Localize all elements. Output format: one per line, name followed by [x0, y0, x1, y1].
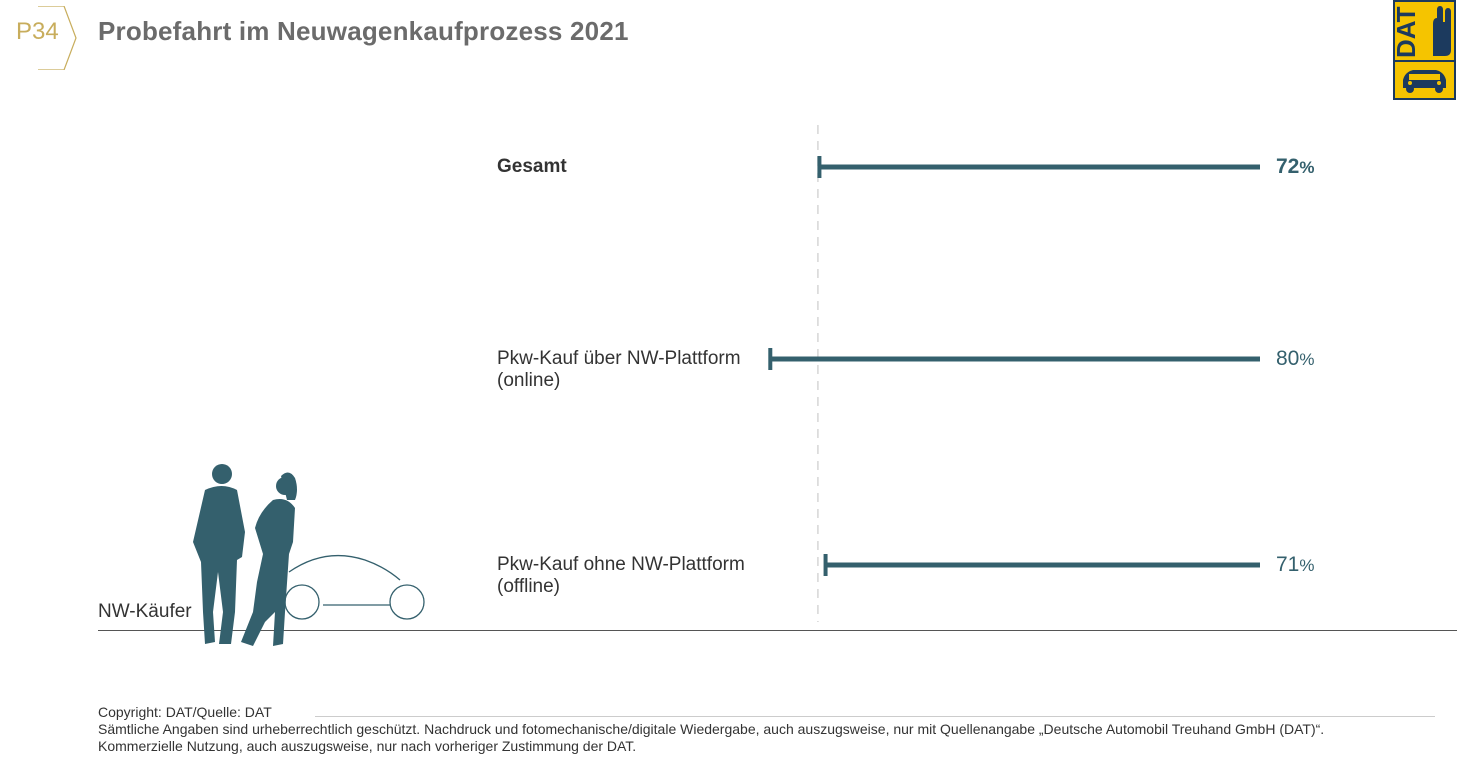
page-badge: [38, 6, 77, 70]
svg-text:DAT: DAT: [1393, 6, 1421, 58]
page-title: Probefahrt im Neuwagenkaufprozess 2021: [98, 16, 629, 46]
footer-rule: [315, 716, 1435, 717]
page-number: P34: [16, 18, 59, 45]
value-unit: %: [1299, 350, 1315, 369]
footer-copyright: Copyright: DAT/Quelle: DAT: [98, 704, 272, 720]
category-label-line: Gesamt: [497, 156, 567, 177]
buyers-illustration: [193, 464, 425, 646]
baseline: [98, 630, 1457, 631]
dat-logo: DAT: [1393, 0, 1456, 100]
segment-label: NW-Käufer: [98, 601, 192, 622]
value-label: 80%: [1276, 348, 1314, 371]
value-number: 71: [1276, 553, 1300, 576]
footer-notice-2: Kommerzielle Nutzung, auch auszugsweise,…: [98, 738, 637, 754]
category-label-line: Pkw-Kauf über NW-Plattform: [497, 348, 741, 369]
category-label: Gesamt: [497, 156, 567, 178]
footer: Copyright: DAT/Quelle: DAT Sämtliche Ang…: [98, 704, 1324, 755]
value-label: 71%: [1276, 554, 1314, 577]
value-unit: %: [1299, 556, 1315, 575]
category-label: Pkw-Kauf ohne NW-Plattform (offline): [497, 554, 745, 598]
category-label-line: (online): [497, 370, 561, 391]
footer-notice: Sämtliche Angaben sind urheberrechtlich …: [98, 721, 1325, 737]
value-label: 72%: [1276, 156, 1314, 179]
category-label-line: Pkw-Kauf ohne NW-Plattform: [497, 554, 745, 575]
category-label: Pkw-Kauf über NW-Plattform (online): [497, 348, 741, 392]
value-number: 72: [1276, 155, 1300, 178]
value-unit: %: [1299, 158, 1315, 177]
category-label-line: (offline): [497, 576, 561, 597]
value-number: 80: [1276, 347, 1300, 370]
